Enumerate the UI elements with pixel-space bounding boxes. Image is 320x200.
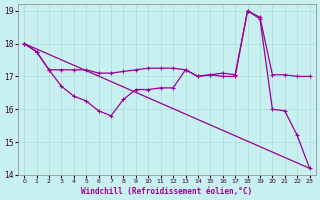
X-axis label: Windchill (Refroidissement éolien,°C): Windchill (Refroidissement éolien,°C) bbox=[81, 187, 252, 196]
